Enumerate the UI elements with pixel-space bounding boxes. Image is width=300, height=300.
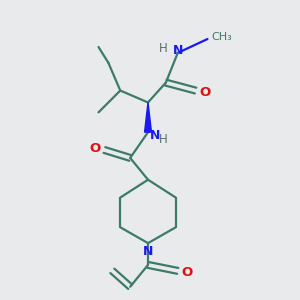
- Polygon shape: [145, 102, 152, 132]
- Text: O: O: [89, 142, 100, 154]
- Text: H: H: [159, 42, 168, 56]
- Text: N: N: [172, 44, 183, 57]
- Text: N: N: [150, 129, 160, 142]
- Text: N: N: [143, 245, 153, 258]
- Text: CH₃: CH₃: [212, 32, 232, 42]
- Text: H: H: [159, 133, 168, 146]
- Text: O: O: [182, 266, 193, 279]
- Text: O: O: [200, 86, 211, 99]
